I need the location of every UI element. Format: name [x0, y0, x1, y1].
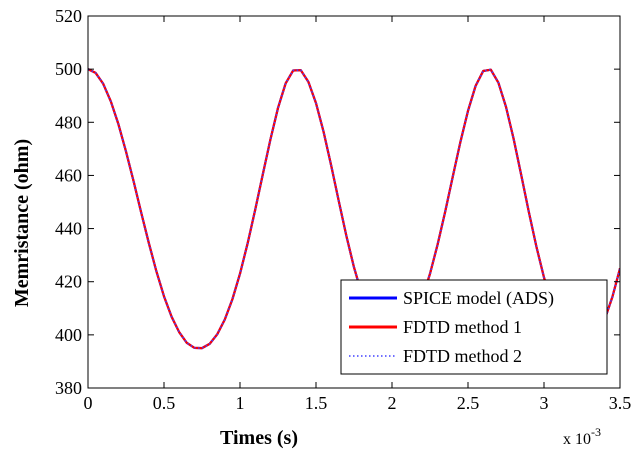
y-tick-label: 440 — [55, 219, 82, 239]
y-tick-label: 500 — [55, 59, 82, 79]
y-tick-label: 460 — [55, 165, 82, 185]
x-tick-label: 2.5 — [457, 393, 480, 413]
axes — [87, 15, 621, 389]
x-tick-label: 0.5 — [153, 393, 176, 413]
y-tick-label: 480 — [55, 112, 82, 132]
y-tick-label: 520 — [55, 6, 82, 26]
series-line-3 — [88, 68, 620, 349]
y-tick-label: 420 — [55, 272, 82, 292]
axes-box — [87, 15, 621, 389]
plot-area — [88, 68, 620, 350]
legend-label-1: SPICE model (ADS) — [403, 288, 554, 309]
legend: SPICE model (ADS) FDTD method 1 FDTD metho… — [340, 279, 608, 375]
x-tick-label: 1 — [236, 393, 245, 413]
legend-label-2: FDTD method 1 — [403, 317, 522, 337]
y-axis-title: Memristance (ohm) — [11, 139, 33, 307]
x-axis-multiplier-exponent: -3 — [591, 425, 601, 439]
x-tick-label: 3 — [540, 393, 549, 413]
x-tick-label: 2 — [388, 393, 397, 413]
y-tick-label: 380 — [55, 378, 82, 398]
x-tick-label: 0 — [84, 393, 93, 413]
ticks: 0 0.5 1 1.5 2 2.5 3 3.5 380 400 420 440 460 480 500 520 — [55, 6, 631, 413]
x-axis-title: Times (s) — [220, 427, 298, 449]
x-tick-label: 1.5 — [305, 393, 328, 413]
x-axis-multiplier: x 10-3 — [563, 425, 601, 448]
legend-label-3: FDTD method 2 — [403, 346, 522, 366]
x-axis-multiplier-base: x 10 — [563, 431, 591, 448]
y-tick-label: 400 — [55, 325, 82, 345]
x-tick-label: 3.5 — [609, 393, 632, 413]
